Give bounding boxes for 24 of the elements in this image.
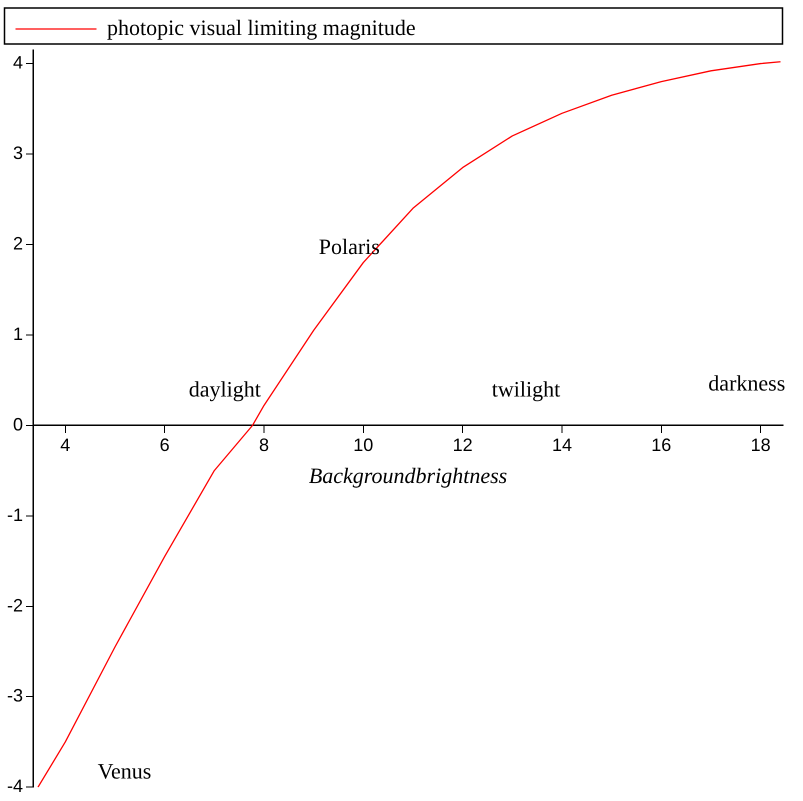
annotation: Venus — [98, 758, 152, 784]
y-tick-label: -1 — [6, 504, 24, 525]
y-tick-label: 0 — [12, 414, 24, 434]
x-tick-label: 4 — [60, 435, 70, 456]
y-tick-label: 3 — [12, 142, 24, 163]
annotation: Polaris — [318, 234, 380, 260]
x-tick-label: 18 — [750, 435, 771, 456]
y-tick-label: -3 — [6, 686, 24, 706]
y-tick-label: 4 — [12, 52, 24, 73]
annotation: darkness — [708, 370, 786, 396]
x-tick-label: 12 — [452, 435, 473, 456]
x-tick-label: 16 — [651, 435, 672, 456]
y-tick-label: -4 — [6, 776, 24, 796]
legend-label: photopic visual limiting magnitude — [107, 14, 416, 40]
x-axis-title: Backgroundbrightness — [308, 462, 508, 488]
y-tick-label: 2 — [12, 233, 24, 254]
x-tick-label: 10 — [353, 435, 374, 456]
annotation: daylight — [188, 376, 261, 402]
y-tick-label: -2 — [6, 595, 24, 616]
x-tick-label: 8 — [258, 435, 269, 456]
x-tick-label: 6 — [160, 435, 170, 456]
x-tick-label: 14 — [552, 435, 572, 456]
y-tick-label: 1 — [12, 324, 24, 344]
annotation: twilight — [492, 376, 560, 402]
